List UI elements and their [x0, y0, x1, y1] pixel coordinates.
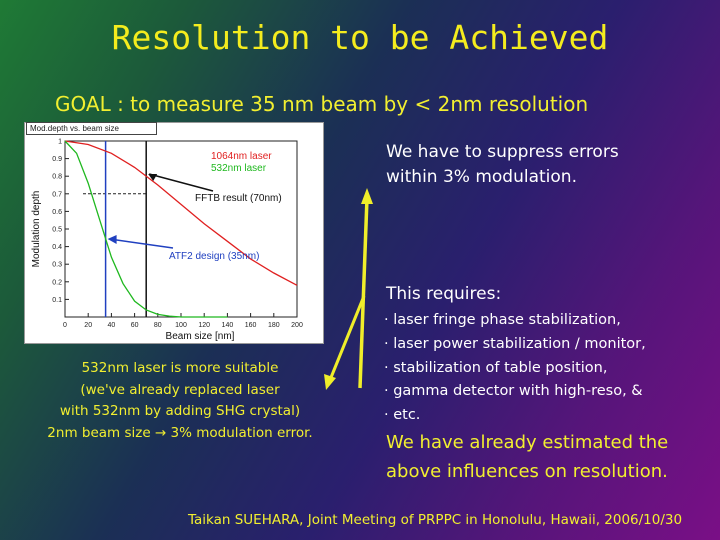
estimation-line: above influences on resolution. — [386, 461, 668, 482]
x-tick-label: 200 — [291, 322, 303, 329]
note-line: with 532nm by adding SHG crystal) — [59, 403, 301, 420]
y-tick-label: 0.3 — [52, 262, 62, 269]
x-tick-label: 160 — [245, 322, 257, 329]
y-tick-label: 0.2 — [52, 279, 62, 286]
series-line-green — [64, 140, 228, 318]
list-item: · laser fringe phase stabilization, — [384, 312, 621, 328]
series-line-red — [64, 140, 298, 286]
modulation-depth-chart: 0 20 40 60 80 100 120 140 160 180 200 0.1 0.2 0.3 0.4 0… — [31, 139, 303, 343]
x-tick-label: 0 — [63, 322, 67, 329]
x-tick-label: 120 — [198, 322, 210, 329]
x-tick-label: 100 — [175, 322, 187, 329]
y-tick-label: 0.9 — [52, 156, 62, 163]
slide-title: Resolution to be Achieved — [111, 18, 609, 57]
goal-statement: GOAL : to measure 35 nm beam by < 2nm re… — [55, 92, 589, 116]
y-tick-label: 0.1 — [52, 297, 62, 304]
list-item: · stabilization of table position, — [384, 359, 608, 376]
requirements-list: · laser fringe phase stabilization, · la… — [384, 309, 646, 428]
laser-note: 532nm laser is more suitable (we've alre… — [24, 358, 336, 444]
y-tick-label: 0.7 — [52, 191, 62, 198]
fftb-arrow-head — [148, 174, 158, 181]
y-tick-label: 1 — [58, 139, 62, 146]
y-axis-label: Modulation depth — [31, 191, 42, 268]
requires-heading: This requires: — [386, 284, 502, 304]
list-item: · gamma detector with high-reso, & — [384, 383, 643, 400]
estimation-line: We have already estimated the — [386, 432, 669, 453]
x-tick-label: 40 — [108, 322, 116, 329]
up-arrow-shaft — [358, 197, 369, 389]
note-line: 2nm beam size → 3% modulation error. — [47, 424, 313, 441]
x-axis-label: Beam size [nm] — [166, 331, 235, 342]
y-tick-label: 0.6 — [52, 209, 62, 216]
requirement-line: We have to suppress errors — [386, 142, 619, 162]
annotation-fftb: FFTB result (70nm) — [195, 193, 282, 204]
footer-credit: Taikan SUEHARA, Joint Meeting of PRPPC i… — [188, 512, 683, 528]
y-tick-label: 0.4 — [52, 244, 62, 251]
requirement-line: within 3% modulation. — [386, 167, 577, 187]
atf2-arrow-line — [109, 238, 174, 249]
note-line: (we've already replaced laser — [80, 381, 280, 398]
plot-panel-label: Mod.depth vs. beam size — [26, 122, 157, 135]
atf2-arrow-head — [107, 235, 117, 244]
error-requirement-text: We have to suppress errors within 3% mod… — [386, 140, 706, 190]
y-tick-label: 0.5 — [52, 227, 62, 234]
down-arrow-shaft — [328, 295, 366, 381]
legend-entry: 1064nm laser — [211, 151, 272, 162]
x-tick-label: 60 — [131, 322, 139, 329]
estimation-note: We have already estimated the above infl… — [386, 428, 706, 486]
fftb-arrow-line — [149, 173, 214, 192]
x-tick-label: 80 — [154, 322, 162, 329]
plot-panel: 0 20 40 60 80 100 120 140 160 180 200 0.1 0.2 0.3 0.4 0… — [24, 122, 324, 344]
note-line: 532nm laser is more suitable — [81, 360, 279, 376]
list-item: · etc. — [384, 407, 421, 424]
x-tick-label: 180 — [268, 322, 280, 329]
x-tick-label: 20 — [84, 322, 92, 329]
annotation-atf2: ATF2 design (35nm) — [169, 251, 259, 262]
legend-entry: 532nm laser — [211, 163, 267, 174]
x-tick-label: 140 — [222, 322, 234, 329]
list-item: · laser power stabilization / monitor, — [384, 335, 646, 352]
y-tick-label: 0.8 — [52, 174, 62, 181]
up-arrow-head — [361, 188, 373, 204]
down-arrow-head — [324, 374, 336, 390]
